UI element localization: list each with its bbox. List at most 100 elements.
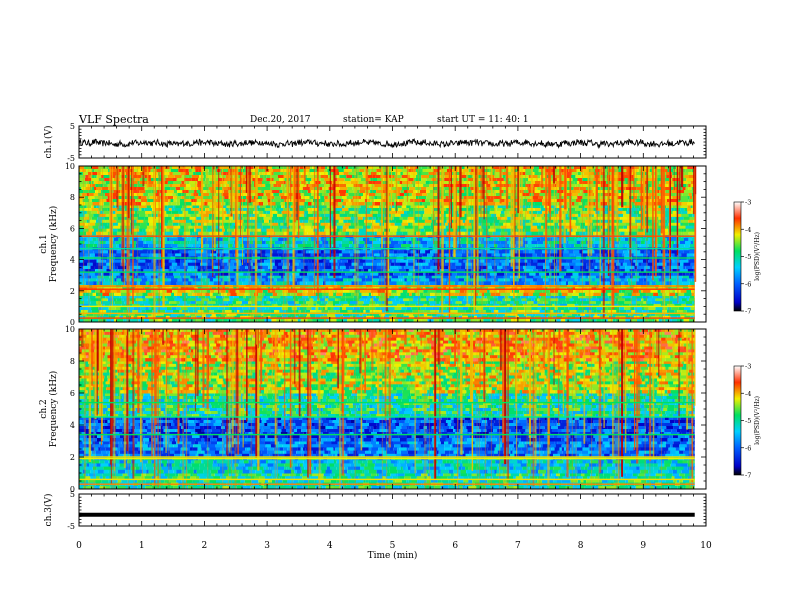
spectrogram-cell xyxy=(561,259,567,264)
spectrogram-cell xyxy=(303,265,308,270)
spectrogram-cell xyxy=(425,278,430,282)
spectrogram-cell xyxy=(319,205,327,209)
spectrogram-cell xyxy=(480,231,483,236)
spectrogram-cell xyxy=(282,265,287,270)
spectrogram-cell xyxy=(225,309,232,314)
spectrogram-cell xyxy=(556,272,560,276)
spectrogram-cell xyxy=(688,213,693,218)
spectrogram-cell xyxy=(565,244,571,248)
spectrogram-cell xyxy=(202,306,205,310)
spectrogram-cell xyxy=(532,237,537,242)
spectrogram-cell xyxy=(272,213,278,218)
spectrogram-cell xyxy=(523,213,527,218)
spectrogram-cell xyxy=(219,225,224,230)
spectrogram-cell xyxy=(132,281,137,285)
spectrogram-cell xyxy=(427,244,434,248)
spectrogram-cell xyxy=(420,306,426,310)
spectrogram-cell xyxy=(465,265,473,270)
spectrogram-cell xyxy=(302,290,308,294)
spectrogram-cell xyxy=(349,244,353,248)
spectrogram-cell xyxy=(390,205,395,209)
spectrogram-cell xyxy=(513,269,519,273)
spectrogram-cell xyxy=(682,275,689,279)
spectrogram-cell xyxy=(181,208,185,212)
spectrogram-cell xyxy=(215,301,218,305)
spectrogram-cell xyxy=(648,231,654,236)
spectrogram-cell xyxy=(545,306,549,310)
spectrogram-cell xyxy=(574,237,577,242)
spectrogram-cell xyxy=(484,275,492,279)
spectrogram-cell xyxy=(209,231,218,236)
spectrogram-cell xyxy=(616,250,624,254)
spectrogram-cell xyxy=(400,272,409,276)
spectrogram-cell xyxy=(527,301,534,305)
spectrogram-cell xyxy=(88,228,94,233)
spectrogram-cell xyxy=(643,269,647,273)
spectrogram-cell xyxy=(428,298,434,302)
spectrogram-cell xyxy=(593,290,602,294)
spectrogram-cell xyxy=(250,272,258,276)
spectrogram-cell xyxy=(135,298,143,302)
spectrogram-cell xyxy=(102,240,106,245)
spectrogram-cell xyxy=(184,228,190,233)
spectrogram-cell xyxy=(250,231,254,236)
spectrogram-cell xyxy=(233,295,239,299)
spectrogram-cell xyxy=(482,231,489,236)
spectrogram-cell xyxy=(686,290,691,294)
spectrogram-cell xyxy=(643,312,647,317)
spectrogram-cell xyxy=(368,292,372,296)
spectrogram-cell xyxy=(190,213,197,218)
spectrogram-cell xyxy=(485,278,489,282)
spectrogram-cell xyxy=(631,309,636,314)
spectrogram-cell xyxy=(419,312,424,317)
spectrogram-cell xyxy=(175,231,179,236)
spectrogram-cell xyxy=(213,309,219,314)
spectrogram-cell xyxy=(537,240,544,245)
spectrogram-cell xyxy=(292,278,297,282)
spectrogram-cell xyxy=(341,275,348,279)
spectrogram-cell xyxy=(200,278,206,282)
spectrogram-cell xyxy=(466,290,472,294)
spectrogram-cell xyxy=(129,244,133,248)
spectrogram-cell xyxy=(544,318,549,323)
spectrogram-cell xyxy=(449,216,456,221)
spectrogram-cell xyxy=(186,205,191,209)
spectrogram-cell xyxy=(425,222,431,227)
spectrogram-cell xyxy=(540,213,544,218)
spectrogram-cell xyxy=(604,213,611,218)
spectrogram-cell xyxy=(505,237,509,242)
spectrogram-cell xyxy=(440,278,446,282)
spectrogram-cell xyxy=(365,259,374,264)
spectrogram-cell xyxy=(218,210,224,215)
spectrogram-cell xyxy=(630,318,637,323)
spectrogram-cell xyxy=(578,295,586,299)
spectrogram-cell xyxy=(312,210,319,215)
spectrogram-cell xyxy=(176,295,180,299)
spectrogram-cell xyxy=(97,244,100,248)
spectrogram-cell xyxy=(577,210,581,215)
spectrogram-cell xyxy=(274,303,278,308)
spectrogram-cell xyxy=(572,318,581,323)
spectrogram-cell xyxy=(376,237,380,242)
spectrogram-cell xyxy=(364,306,370,310)
spectrogram-cell xyxy=(333,213,340,218)
spectrogram-cell xyxy=(632,275,641,279)
spectrogram-cell xyxy=(244,292,250,296)
spectrogram-cell xyxy=(206,259,210,264)
spectrogram-cell xyxy=(174,250,180,254)
spectrogram-cell xyxy=(503,269,510,273)
spectrogram-cell xyxy=(161,269,169,273)
spectrogram-cell xyxy=(289,312,296,317)
spectrogram-cell xyxy=(537,269,542,273)
spectrogram-cell xyxy=(452,301,456,305)
spectrogram-cell xyxy=(313,303,317,308)
spectrogram-cell xyxy=(627,272,632,276)
spectrogram-cell xyxy=(679,244,685,248)
spectrogram-cell xyxy=(681,278,688,282)
spectrogram-cell xyxy=(118,269,125,273)
spectrogram-cell xyxy=(637,222,642,227)
spectrogram-cell xyxy=(585,281,590,285)
spectrogram-cell xyxy=(92,237,97,242)
spectrogram-cell xyxy=(530,225,538,230)
spectrogram-cell xyxy=(693,272,695,276)
